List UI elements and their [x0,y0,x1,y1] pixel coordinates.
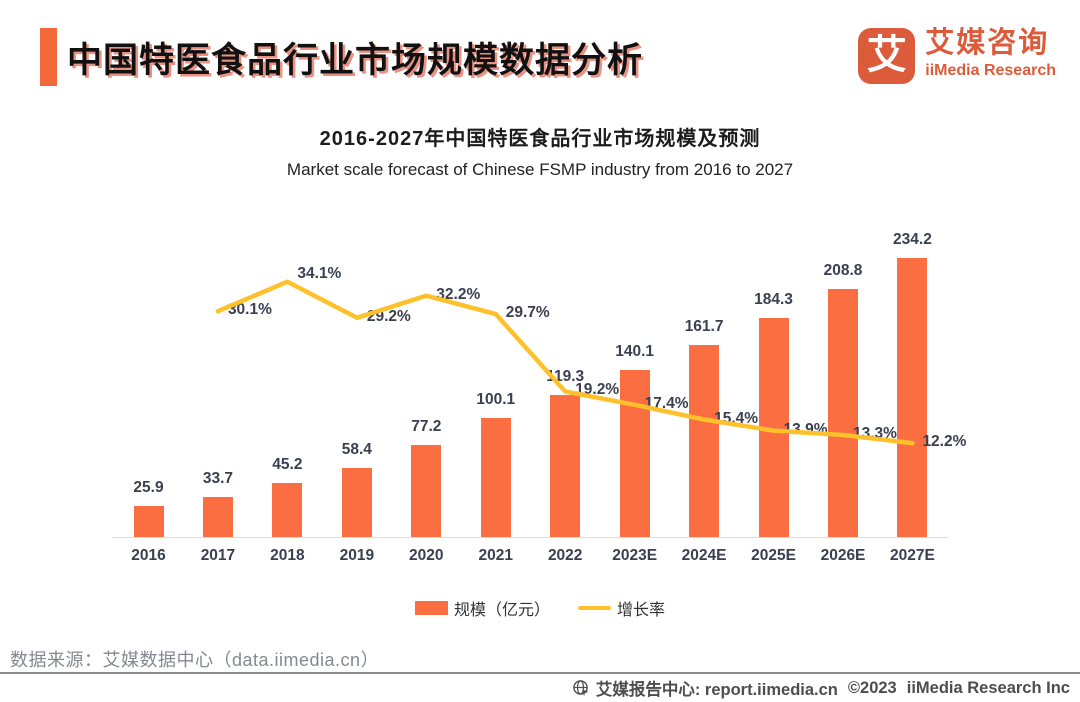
legend-line-label: 增长率 [617,602,666,619]
bar-2020 [411,445,442,537]
footer-copyright: ©2023 [847,678,897,697]
bar-2021 [480,417,511,537]
growth-label-2023E: 17.4% [644,394,689,412]
footer-company: iiMedia Research Inc [906,678,1070,697]
logo-name-cn: 艾媒咨询 [925,27,1050,59]
bar-value-2020: 77.2 [411,418,442,436]
legend-bar-swatch-icon [414,601,448,615]
globe-cursor-icon [572,679,590,697]
bar-2026E [828,288,858,537]
footer-report-center: 艾媒报告中心: report.iimedia.cn [595,681,838,699]
report-header: 中国特医食品行业市场规模数据分析 艾 艾媒咨询 iiMedia Research [0,0,1080,100]
x-tick-2021: 2021 [478,547,513,564]
logo-name-en: iiMedia Research [925,61,1056,79]
bar-2024E [689,344,720,537]
growth-label-2026E: 13.3% [853,424,897,442]
legend-item-scale: 规模（亿元） [414,596,550,620]
bar-2016 [133,506,164,537]
x-tick-2025E: 2025E [751,547,796,564]
bar-value-2024E: 161.7 [684,317,724,335]
legend-bar-label: 规模（亿元） [453,602,550,619]
bar-value-2016: 25.9 [133,479,164,497]
growth-label-2017: 30.1% [227,301,272,319]
x-tick-2027E: 2027E [890,547,935,564]
legend-line-swatch-icon [578,606,611,610]
bar-value-2025E: 184.3 [754,290,793,308]
x-tick-2020: 2020 [409,547,444,564]
bar-value-2018: 45.2 [272,456,303,474]
bar-2019 [341,467,372,537]
chart-subtitle: Market scale forecast of Chinese FSMP in… [286,160,794,179]
bar-2022 [550,395,581,537]
bar-value-2023E: 140.1 [615,343,655,361]
x-tick-2023E: 2023E [612,547,658,564]
x-tick-2022: 2022 [547,547,583,564]
iimedia-logo-icon: 艾 [858,28,916,84]
bar-2018 [272,483,303,537]
chart-legend: 规模（亿元） 增长率 [0,597,1080,619]
footer-divider [0,672,1080,674]
growth-label-2020: 32.2% [436,285,481,303]
x-axis-line [112,537,948,538]
logo-glyph: 艾 [866,33,907,77]
market-scale-chart: 25.9 2016 33.7 2017 45.2 2018 58.4 2019 77.2 2020… [0,195,1080,575]
bar-2027E [897,258,928,537]
bar-2017 [202,496,233,537]
bar-value-2026E: 208.8 [823,261,863,279]
report-footer: 艾媒报告中心: report.iimedia.cn ©2023 iiMedia … [572,677,1070,699]
page-title: 中国特医食品行业市场规模数据分析 [67,41,644,80]
growth-label-2019: 29.2% [366,307,411,325]
growth-label-2018: 34.1% [297,264,342,282]
growth-label-2021: 29.7% [505,304,550,322]
logo-text: 艾媒咨询 iiMedia Research [925,27,1056,80]
x-tick-2019: 2019 [339,547,375,564]
data-source-note: 数据来源：艾媒数据中心（data.iimedia.cn） [10,650,380,670]
iimedia-logo: 艾 艾媒咨询 iiMedia Research [858,27,1056,84]
bar-value-2027E: 234.2 [893,231,932,249]
bar-value-2017: 33.7 [202,469,234,487]
growth-label-2024E: 15.4% [714,409,759,427]
growth-label-2025E: 13.9% [783,420,828,438]
bar-value-2019: 58.4 [341,440,372,458]
chart-title: 2016-2027年中国特医食品行业市场规模及预测 [319,128,761,150]
bar-value-2021: 100.1 [476,390,516,408]
title-accent-bar [40,28,57,86]
legend-item-growth: 增长率 [578,596,665,620]
x-tick-2016: 2016 [131,547,166,564]
x-tick-2018: 2018 [270,547,305,564]
growth-label-2022: 19.2% [575,381,620,399]
growth-label-2027E: 12.2% [922,433,967,451]
x-tick-2024E: 2024E [681,547,727,564]
x-tick-2017: 2017 [200,547,236,564]
x-tick-2026E: 2026E [820,547,866,564]
